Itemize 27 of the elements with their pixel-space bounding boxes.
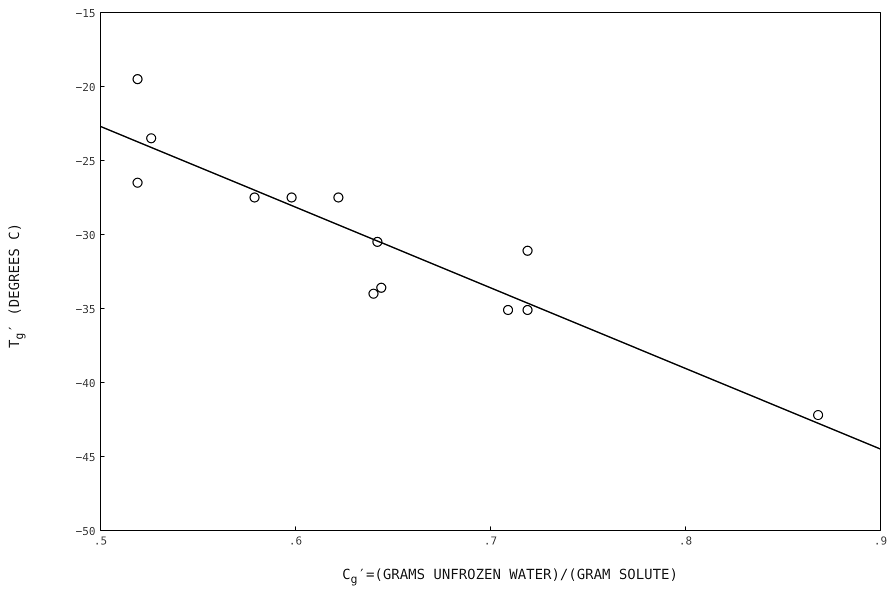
y-tick-label: −50 xyxy=(76,525,96,538)
point xyxy=(813,410,824,420)
point xyxy=(502,304,514,316)
point xyxy=(522,246,533,256)
y-tick-label: −35 xyxy=(76,303,96,316)
y-tick-label: −20 xyxy=(76,81,96,94)
y-tick-label: −25 xyxy=(76,155,96,168)
point xyxy=(522,304,533,316)
x-tick-label: .5 xyxy=(94,534,108,548)
x-axis-title: C$_{g}$′=(GRAMS UNFROZEN WATER)/(GRAM SOLUTE) xyxy=(342,566,678,588)
y-tick-label: −45 xyxy=(76,451,96,464)
point xyxy=(333,192,344,203)
y-tick-label: −30 xyxy=(76,229,96,242)
y-tick-label: −15 xyxy=(76,7,96,20)
x-tick-label: .6 xyxy=(288,534,302,548)
point xyxy=(368,288,379,299)
y-tick-label: −40 xyxy=(76,377,96,390)
x-tick-label: .8 xyxy=(678,534,692,548)
point xyxy=(249,192,260,203)
point xyxy=(146,133,156,144)
x-tick-label: .9 xyxy=(874,534,888,548)
point xyxy=(132,178,143,188)
point xyxy=(286,192,297,203)
x-tick-label: .7 xyxy=(484,534,498,548)
point xyxy=(132,74,143,84)
point xyxy=(376,282,386,293)
point xyxy=(372,236,382,247)
